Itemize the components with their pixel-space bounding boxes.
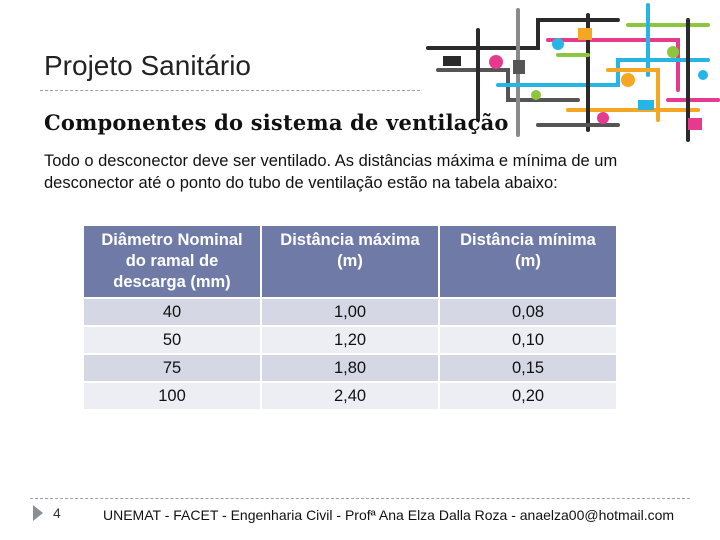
table-cell: 40 xyxy=(84,299,260,325)
table-row: 50 1,20 0,10 xyxy=(84,327,616,353)
table-cell: 0,08 xyxy=(440,299,616,325)
header-distancia-minima: Distância mínima (m) xyxy=(440,226,616,297)
table-row: 40 1,00 0,08 xyxy=(84,299,616,325)
table-row: 100 2,40 0,20 xyxy=(84,383,616,409)
page-number: 4 xyxy=(53,505,61,521)
table-row: 75 1,80 0,15 xyxy=(84,355,616,381)
table-header-row: Diâmetro Nominal do ramal de descarga (m… xyxy=(84,226,616,297)
table-cell: 0,15 xyxy=(440,355,616,381)
title-divider xyxy=(40,90,420,91)
table-cell: 2,40 xyxy=(262,383,438,409)
footer-divider xyxy=(30,498,690,499)
header-diametro: Diâmetro Nominal do ramal de descarga (m… xyxy=(84,226,260,297)
table-cell: 100 xyxy=(84,383,260,409)
table-cell: 0,20 xyxy=(440,383,616,409)
table-cell: 50 xyxy=(84,327,260,353)
slide-subtitle: Componentes do sistema de ventilação xyxy=(44,110,509,135)
table-cell: 0,10 xyxy=(440,327,616,353)
table-cell: 1,20 xyxy=(262,327,438,353)
table-cell: 75 xyxy=(84,355,260,381)
header-distancia-maxima: Distância máxima (m) xyxy=(262,226,438,297)
body-text: Todo o desconector deve ser ventilado. A… xyxy=(44,152,618,192)
play-arrow-icon xyxy=(33,505,43,521)
slide-title: Projeto Sanitário xyxy=(44,50,252,81)
pipes-illustration xyxy=(426,3,720,142)
table-cell: 1,00 xyxy=(262,299,438,325)
footer-text: UNEMAT - FACET - Engenharia Civil - Prof… xyxy=(103,507,675,523)
ventilation-distance-table: Diâmetro Nominal do ramal de descarga (m… xyxy=(82,224,618,411)
table-cell: 1,80 xyxy=(262,355,438,381)
